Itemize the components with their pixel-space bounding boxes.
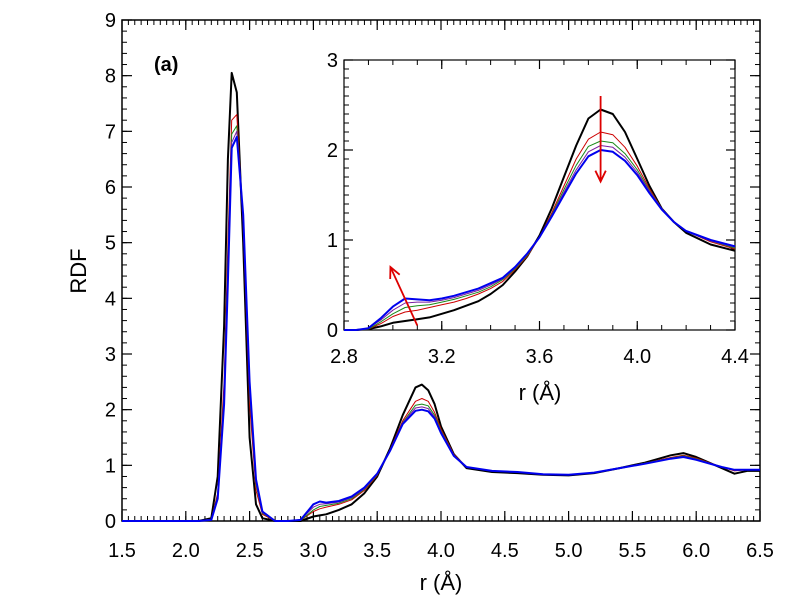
x-tick-label: 2.0 bbox=[172, 540, 200, 562]
y-tick-label: 2 bbox=[105, 400, 116, 422]
y-tick-label: 1 bbox=[327, 230, 338, 252]
y-tick-label: 2 bbox=[327, 140, 338, 162]
inset-axis-ticks bbox=[343, 59, 736, 331]
y-tick-label: 0 bbox=[105, 511, 116, 533]
y-tick-label: 0 bbox=[327, 320, 338, 342]
x-tick-label: 3.5 bbox=[363, 540, 391, 562]
main-y-axis-title: RDF bbox=[66, 248, 91, 293]
inset-plot: 2.8 3.2 3.6 4.0 4.4 0 1 2 3 r (Å) bbox=[327, 50, 749, 405]
y-tick-label: 9 bbox=[105, 10, 116, 32]
x-tick-label: 5.5 bbox=[618, 540, 646, 562]
main-series-lines bbox=[122, 71, 760, 522]
main-plot: 1.5 2.0 2.5 3.0 3.5 4.0 4.5 5.0 5.5 6.0 6.5 0 1 2 3 4 5… bbox=[66, 10, 774, 595]
inset-x-axis-title: r (Å) bbox=[519, 380, 562, 405]
x-tick-label: 3.0 bbox=[299, 540, 327, 562]
y-tick-label: 3 bbox=[327, 50, 338, 72]
x-tick-label: 2.5 bbox=[236, 540, 264, 562]
main-y-tick-labels: 0 1 2 3 4 5 6 7 8 9 bbox=[105, 10, 116, 533]
x-tick-label: 4.5 bbox=[491, 540, 519, 562]
trend-arrow-head bbox=[594, 170, 607, 184]
y-tick-label: 3 bbox=[105, 344, 116, 366]
x-tick-label: 2.8 bbox=[330, 346, 358, 368]
series-line-red bbox=[344, 131, 736, 331]
inset-x-tick-labels: 2.8 3.2 3.6 4.0 4.4 bbox=[330, 346, 749, 368]
x-tick-label: 5.0 bbox=[555, 540, 583, 562]
main-axis-ticks bbox=[121, 19, 761, 522]
inset-y-tick-labels: 0 1 2 3 bbox=[327, 50, 338, 342]
y-tick-label: 4 bbox=[105, 288, 116, 310]
inset-trend-arrows bbox=[389, 96, 607, 326]
x-tick-label: 4.4 bbox=[721, 346, 749, 368]
y-tick-label: 7 bbox=[105, 121, 116, 143]
panel-label: (a) bbox=[154, 54, 178, 76]
trend-arrow-head bbox=[389, 265, 401, 280]
x-tick-label: 3.2 bbox=[428, 346, 456, 368]
x-tick-label: 4.0 bbox=[623, 346, 651, 368]
trend-arrow-shaft bbox=[389, 266, 419, 326]
series-line-blue bbox=[122, 135, 760, 522]
main-x-axis-title: r (Å) bbox=[420, 570, 463, 595]
y-tick-label: 5 bbox=[105, 233, 116, 255]
x-tick-label: 6.5 bbox=[746, 540, 774, 562]
inset-background bbox=[344, 60, 735, 330]
x-tick-label: 3.6 bbox=[526, 346, 554, 368]
x-tick-label: 1.5 bbox=[108, 540, 136, 562]
y-tick-label: 8 bbox=[105, 66, 116, 88]
x-tick-label: 6.0 bbox=[682, 540, 710, 562]
main-x-tick-labels: 1.5 2.0 2.5 3.0 3.5 4.0 4.5 5.0 5.5 6.0 6.5 bbox=[108, 540, 774, 562]
y-tick-label: 1 bbox=[105, 455, 116, 477]
y-tick-label: 6 bbox=[105, 177, 116, 199]
x-tick-label: 4.0 bbox=[427, 540, 455, 562]
